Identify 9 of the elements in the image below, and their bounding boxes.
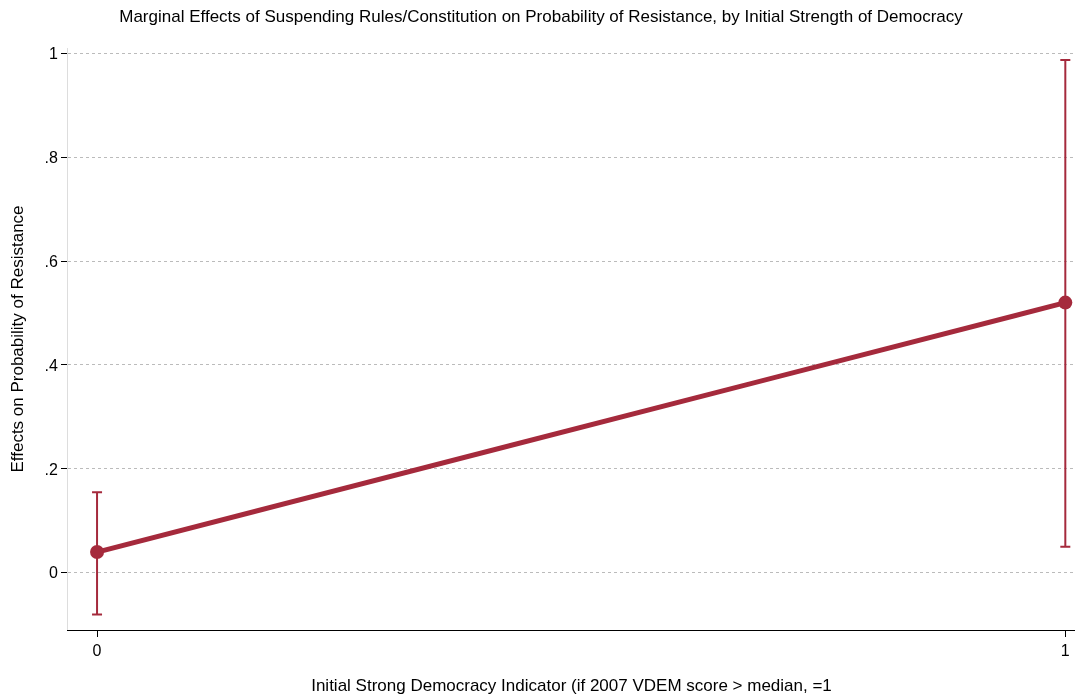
y-tick-label: 1 bbox=[48, 44, 58, 62]
y-axis-title: Effects on Probability of Resistance bbox=[8, 205, 28, 473]
y-tick-label: 0 bbox=[48, 564, 58, 582]
y-tick-label: .8 bbox=[44, 148, 58, 166]
y-tick-label: .4 bbox=[44, 356, 58, 374]
chart-title: Marginal Effects of Suspending Rules/Constitution on Probability of Resistance, by Initial Strength of Democracy bbox=[119, 7, 964, 27]
y-tick-label: .6 bbox=[44, 252, 58, 270]
x-axis-title: Initial Strong Democracy Indicator (if 2007 VDEM score > median, =1 bbox=[311, 675, 832, 695]
y-tick-label: .2 bbox=[44, 460, 58, 478]
